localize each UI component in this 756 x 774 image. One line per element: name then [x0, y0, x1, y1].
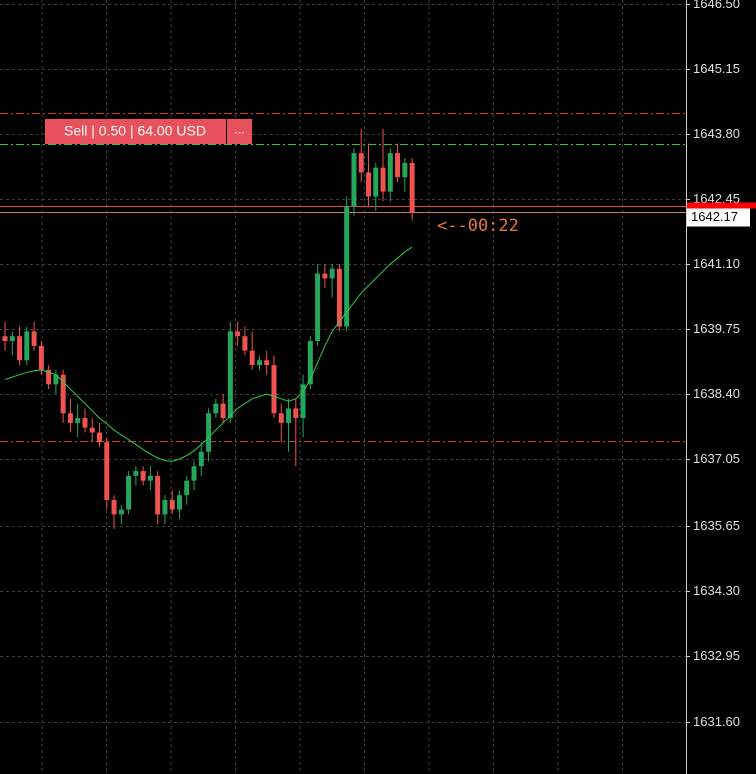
y-tick-label: 1642.45	[693, 191, 740, 206]
candle-body	[336, 268, 342, 327]
y-tick-label: 1637.05	[693, 451, 740, 466]
candle-body	[24, 331, 30, 361]
y-tick-label: 1645.15	[693, 61, 740, 76]
candle-body	[140, 471, 146, 481]
candle-body	[235, 331, 241, 337]
candle-body	[9, 336, 15, 342]
price-tag	[687, 208, 750, 227]
candle-body	[329, 268, 335, 279]
candle-body	[162, 499, 168, 515]
candle-body	[198, 451, 204, 467]
candles	[2, 129, 415, 529]
candle-body	[191, 466, 197, 481]
candle-body	[271, 365, 277, 414]
candle-body	[249, 350, 255, 366]
candle-body	[82, 418, 88, 428]
candle-body	[38, 345, 44, 370]
candle-body	[256, 360, 262, 366]
moving-average	[4, 246, 413, 462]
candle-body	[242, 336, 248, 351]
candle-body	[351, 153, 357, 207]
candle-body	[315, 273, 321, 342]
candle-body	[75, 418, 81, 423]
y-tick-label: 1635.65	[693, 518, 740, 533]
candle-body	[111, 499, 117, 515]
candle-body	[344, 206, 350, 327]
candle-body	[278, 413, 284, 423]
candle-body	[17, 336, 23, 361]
candle-body	[366, 172, 371, 197]
candle-body	[53, 374, 59, 385]
y-tick-label: 1634.30	[693, 583, 740, 598]
price-tag-label: 1642.17	[691, 209, 738, 224]
candle-body	[31, 331, 37, 346]
candle-body	[155, 475, 161, 515]
candle-body	[322, 273, 328, 279]
candle-body	[213, 403, 219, 414]
candle-body	[176, 495, 182, 510]
candle-body	[395, 153, 401, 178]
order-button[interactable]: Sell | 0.50 | 64.00 USD ...	[45, 119, 252, 144]
candle-body	[133, 471, 139, 476]
y-tick-label: 1641.10	[693, 256, 740, 271]
candle-body	[264, 360, 270, 366]
candle-body	[46, 369, 52, 385]
candle-body	[2, 336, 8, 342]
bid-tag	[687, 202, 756, 209]
y-tick-label: 1631.60	[693, 714, 740, 729]
candle-body	[409, 162, 415, 213]
candle-body	[89, 427, 95, 433]
candle-body	[286, 408, 292, 423]
order-menu-label: ...	[234, 121, 245, 136]
price-axis: 1646.50 1645.15 1643.80 1642.45 1641.10 1639.…	[686, 0, 756, 729]
candle-body	[387, 153, 393, 192]
candle-body	[380, 167, 386, 192]
y-tick-label: 1643.80	[693, 126, 740, 141]
candle-body	[126, 475, 132, 510]
sell-button[interactable]	[45, 119, 226, 144]
candle-body	[373, 167, 379, 197]
y-tick-label: 1646.50	[693, 0, 740, 11]
candle-body	[206, 413, 212, 452]
y-tick-label: 1632.95	[693, 648, 740, 663]
candle-body	[358, 153, 364, 173]
order-menu-button[interactable]	[227, 119, 252, 144]
sell-button-label: Sell | 0.50 | 64.00 USD	[64, 123, 206, 139]
candle-body	[293, 408, 299, 419]
y-tick-label: 1639.75	[693, 321, 740, 336]
candle-body	[300, 384, 306, 419]
candle-body	[118, 509, 124, 515]
candle-body	[227, 331, 233, 419]
candle-body	[220, 403, 226, 419]
candle-body	[307, 341, 313, 385]
candle-body	[97, 432, 103, 443]
candle-body	[104, 442, 110, 500]
levels	[0, 113, 686, 442]
y-tick-label: 1638.40	[693, 386, 740, 401]
candle-body	[67, 413, 73, 423]
candle-body	[147, 475, 153, 481]
grid	[0, 0, 686, 774]
candle-body	[60, 374, 66, 414]
candle-body	[402, 162, 408, 178]
countdown: <--00:22	[437, 216, 519, 236]
candle-body	[184, 480, 190, 496]
candle-body	[169, 499, 175, 510]
